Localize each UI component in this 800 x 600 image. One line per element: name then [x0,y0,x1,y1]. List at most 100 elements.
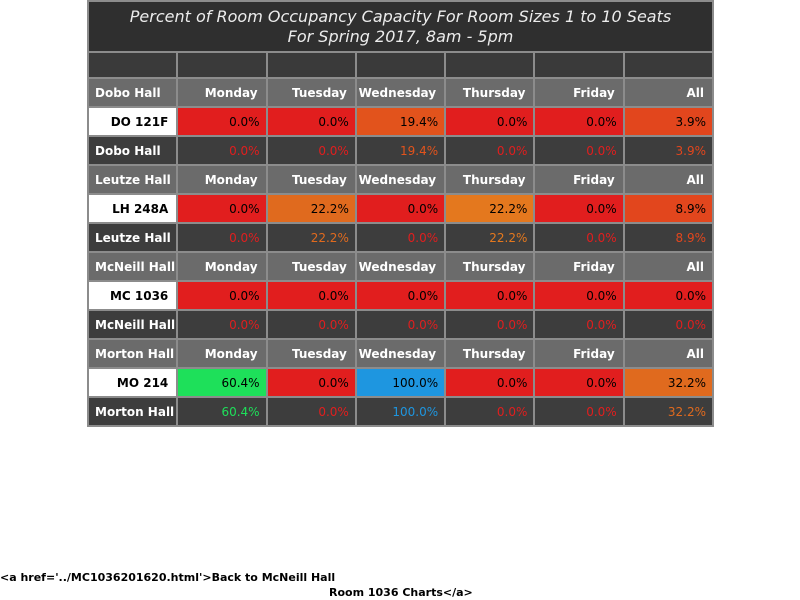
room-occupancy-cell: 100.0% [354,367,447,398]
report-body: Percent of Room Occupancy Capacity For R… [86,0,715,427]
blank-header-row [86,51,715,79]
occupancy-report-table: Percent of Room Occupancy Capacity For R… [86,0,715,427]
blank-cell [354,51,447,79]
room-occupancy-cell: 0.0% [176,193,268,224]
hall-header-row: McNeill Hall Monday Tuesday Wednesday Thursd… [86,251,715,282]
hall-header-row: Dobo Hall Monday Tuesday Wednesday Thursday F… [86,77,715,108]
day-header: Friday [533,164,625,195]
room-occupancy-cell: 0.0% [622,280,715,311]
hall-summary-cell: 100.0% [354,396,447,427]
day-header: Thursday [444,251,536,282]
hall-header-row: Morton Hall Monday Tuesday Wednesday Thursda… [86,338,715,369]
hall-summary-cell: 3.9% [622,135,715,166]
hall-header-row: Leutze Hall Monday Tuesday Wednesday Thursda… [86,164,715,195]
hall-summary-row: Leutze Hall 0.0% 22.2% 0.0% 22.2% 0.0% 8.9% [86,222,715,253]
hall-summary-label: Morton Hall [86,396,179,427]
day-header: Thursday [444,164,536,195]
day-header: Tuesday [265,338,357,369]
day-header: Wednesday [354,338,447,369]
hall-summary-cell: 0.0% [265,309,357,340]
hall-summary-row: Dobo Hall 0.0% 0.0% 19.4% 0.0% 0.0% 3.9% [86,135,715,166]
hall-summary-cell: 0.0% [354,222,447,253]
hall-summary-cell: 32.2% [622,396,715,427]
hall-summary-cell: 0.0% [533,222,625,253]
room-occupancy-cell: 0.0% [265,106,357,137]
day-header: Thursday [444,338,536,369]
day-header: Tuesday [265,251,357,282]
room-occupancy-cell: 0.0% [533,106,625,137]
day-header: Wednesday [354,164,447,195]
blank-cell [622,51,715,79]
hall-summary-cell: 60.4% [176,396,268,427]
room-row: LH 248A 0.0% 22.2% 0.0% 22.2% 0.0% 8.9% [86,193,715,224]
hall-summary-cell: 0.0% [354,309,447,340]
room-row: MO 214 60.4% 0.0% 100.0% 0.0% 0.0% 32.2% [86,367,715,398]
hall-summary-cell: 19.4% [354,135,447,166]
room-occupancy-cell: 0.0% [533,193,625,224]
hall-summary-cell: 0.0% [176,135,268,166]
room-label: LH 248A [86,193,179,224]
day-header: Monday [176,164,268,195]
day-header: Monday [176,338,268,369]
room-occupancy-cell: 19.4% [354,106,447,137]
day-header: Monday [176,251,268,282]
day-header: All [622,77,715,108]
day-header: All [622,251,715,282]
blank-cell [86,51,179,79]
room-occupancy-cell: 0.0% [533,280,625,311]
hall-summary-label: Leutze Hall [86,222,179,253]
day-header: Friday [533,251,625,282]
hall-summary-cell: 0.0% [176,222,268,253]
blank-cell [265,51,357,79]
report-title: Percent of Room Occupancy Capacity For R… [87,0,714,53]
day-header: Friday [533,338,625,369]
blank-cell [444,51,536,79]
room-occupancy-cell: 0.0% [176,280,268,311]
room-row: DO 121F 0.0% 0.0% 19.4% 0.0% 0.0% 3.9% [86,106,715,137]
day-header: Tuesday [265,164,357,195]
room-occupancy-cell: 3.9% [622,106,715,137]
room-occupancy-cell: 0.0% [444,367,536,398]
hall-summary-cell: 0.0% [444,309,536,340]
day-header: Wednesday [354,77,447,108]
room-occupancy-cell: 8.9% [622,193,715,224]
hall-header-label: Leutze Hall [86,164,179,195]
blank-cell [533,51,625,79]
blank-cell [176,51,268,79]
day-header: Monday [176,77,268,108]
day-header: Tuesday [265,77,357,108]
report-title-line2: For Spring 2017, 8am - 5pm [287,26,514,46]
hall-summary-cell: 0.0% [265,135,357,166]
room-row: MC 1036 0.0% 0.0% 0.0% 0.0% 0.0% 0.0% [86,280,715,311]
hall-summary-cell: 22.2% [444,222,536,253]
hall-summary-cell: 0.0% [622,309,715,340]
back-link-text-line1[interactable]: <a href='../MC1036201620.html'>Back to M… [0,571,336,584]
room-label: MO 214 [86,367,179,398]
report-title-line1: Percent of Room Occupancy Capacity For R… [129,6,672,26]
day-header: Wednesday [354,251,447,282]
day-header: All [622,338,715,369]
hall-summary-label: McNeill Hall [86,309,179,340]
hall-summary-cell: 0.0% [176,309,268,340]
day-header: Thursday [444,77,536,108]
hall-header-label: Morton Hall [86,338,179,369]
hall-summary-cell: 0.0% [265,396,357,427]
hall-summary-row: Morton Hall 60.4% 0.0% 100.0% 0.0% 0.0% 32.2% [86,396,715,427]
hall-summary-cell: 0.0% [444,135,536,166]
room-occupancy-cell: 0.0% [533,367,625,398]
day-header: Friday [533,77,625,108]
room-occupancy-cell: 0.0% [265,280,357,311]
room-occupancy-cell: 0.0% [265,367,357,398]
hall-header-label: McNeill Hall [86,251,179,282]
hall-summary-cell: 0.0% [533,309,625,340]
room-occupancy-cell: 22.2% [265,193,357,224]
back-link-text-line2[interactable]: Room 1036 Charts</a> [329,586,473,599]
room-occupancy-cell: 0.0% [444,106,536,137]
hall-header-label: Dobo Hall [86,77,179,108]
hall-summary-row: McNeill Hall 0.0% 0.0% 0.0% 0.0% 0.0% 0.0% [86,309,715,340]
room-occupancy-cell: 32.2% [622,367,715,398]
room-label: DO 121F [86,106,179,137]
room-occupancy-cell: 0.0% [354,280,447,311]
title-row: Percent of Room Occupancy Capacity For R… [87,0,714,53]
day-header: All [622,164,715,195]
